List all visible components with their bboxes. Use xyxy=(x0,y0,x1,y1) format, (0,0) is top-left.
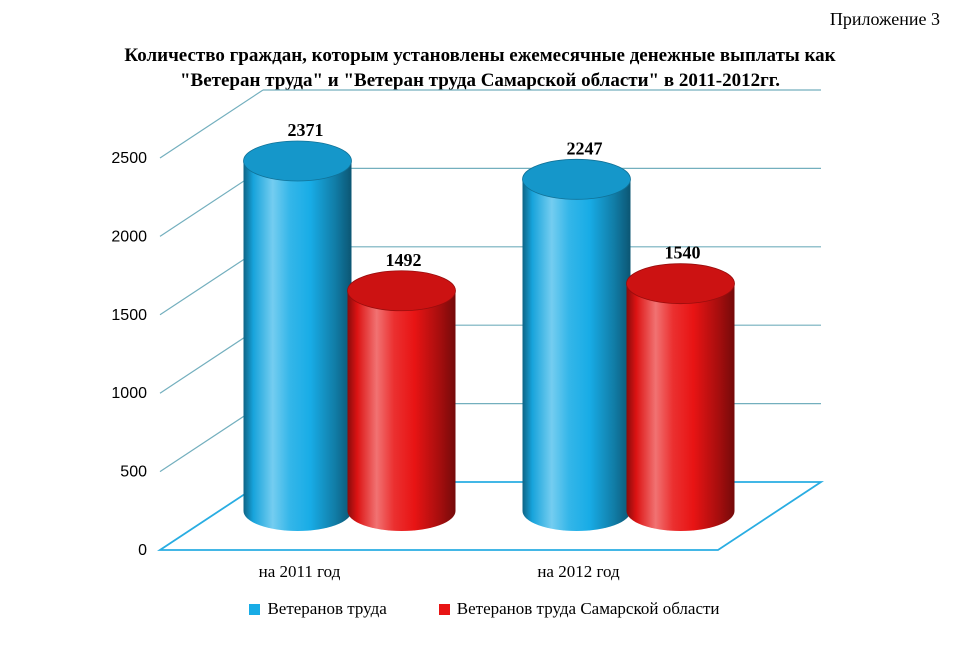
legend-marker-icon xyxy=(438,603,450,615)
y-axis-tick-label: 0 xyxy=(138,542,147,559)
cylinder-body xyxy=(347,290,456,531)
cylinder-body xyxy=(626,283,735,531)
chart-title: Количество граждан, которым установлены … xyxy=(124,45,836,92)
y-axis-tick-label: 2000 xyxy=(111,228,147,245)
appendix-annotation: Приложение 3 xyxy=(829,9,940,29)
legend-item: Ветеранов труда Самарской области xyxy=(438,599,720,619)
cylinder-body xyxy=(243,161,352,531)
value-label: 2247 xyxy=(567,138,603,158)
y-axis-tick-label: 2500 xyxy=(111,150,147,167)
legend-label: Ветеранов труда Самарской области xyxy=(456,599,720,618)
gridline-wall xyxy=(159,89,264,159)
x-axis-category-label: на 2011 год xyxy=(259,562,341,581)
value-label: 1540 xyxy=(665,243,701,263)
legend-marker-icon xyxy=(249,603,261,615)
y-axis-tick-label: 1000 xyxy=(111,385,147,402)
cylinder-top xyxy=(522,158,631,200)
chart-floor xyxy=(157,481,824,551)
cylinder-top xyxy=(626,263,735,305)
cylinder-top xyxy=(243,140,352,182)
cylinder-body xyxy=(522,179,631,532)
x-axis-category-label: на 2012 год xyxy=(537,562,620,581)
legend-label: Ветеранов труда xyxy=(267,599,387,618)
value-label: 2371 xyxy=(288,120,324,140)
legend-item: Ветеранов труда xyxy=(249,599,387,619)
value-label: 1492 xyxy=(386,250,422,270)
cylinder-top xyxy=(347,270,456,312)
y-axis-tick-label: 500 xyxy=(120,464,147,481)
y-axis-tick-label: 1500 xyxy=(111,307,147,324)
chart-legend: Ветеранов труда Ветеранов труда Самарской… xyxy=(0,599,969,619)
